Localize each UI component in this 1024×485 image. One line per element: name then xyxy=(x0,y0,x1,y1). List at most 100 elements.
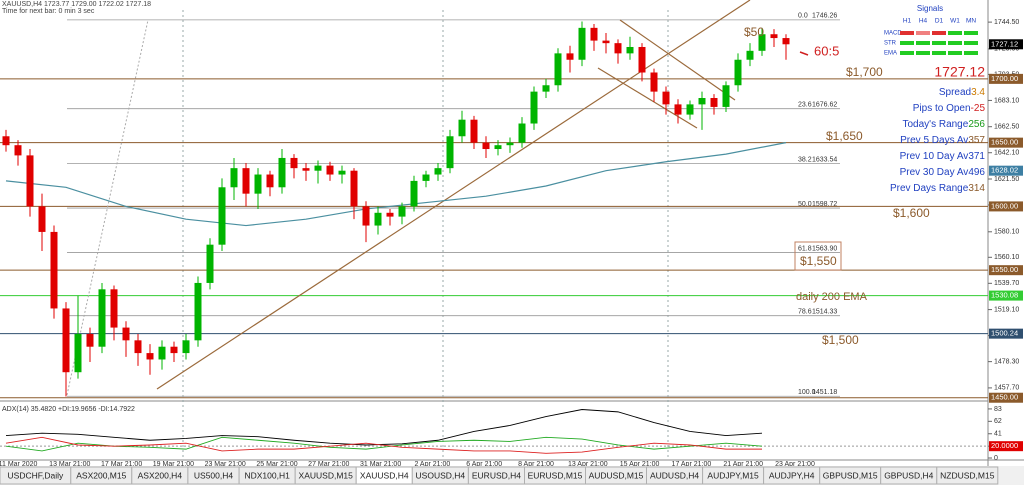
candle-body xyxy=(218,187,226,245)
tab-label[interactable]: USOUSD,H4 xyxy=(416,470,466,480)
tab-label[interactable]: AUDJPY,H4 xyxy=(769,470,815,480)
tab-label[interactable]: GBPUSD,M15 xyxy=(823,470,878,480)
fib-level: 61.8 xyxy=(798,245,812,252)
stat-value: 314 xyxy=(968,183,985,194)
tab-label[interactable]: ASX200,M15 xyxy=(76,470,126,480)
annotation-box xyxy=(794,241,842,271)
annotation-arrow xyxy=(799,51,809,56)
tab-label[interactable]: XAUUSD,M15 xyxy=(299,470,354,480)
tab-label[interactable]: GBPUSD,H4 xyxy=(884,470,933,480)
axis-box xyxy=(989,73,1023,84)
candle-body xyxy=(398,206,406,217)
tab-label[interactable]: NDX100,H1 xyxy=(244,470,290,480)
x-tick-label: 11 Mar 2020 xyxy=(0,461,37,468)
candle-body xyxy=(374,212,382,226)
stat-row: Prev Days Range314 xyxy=(890,183,985,194)
adx-tick-label: 62 xyxy=(994,418,1002,425)
axis-box xyxy=(989,201,1023,212)
candle-body xyxy=(26,155,34,207)
stat-row: Prev 30 Day Av496 xyxy=(900,167,986,178)
tab-label[interactable]: US500,H4 xyxy=(194,470,233,480)
signal-cell xyxy=(964,51,978,55)
candle-body xyxy=(434,168,442,175)
signal-cell xyxy=(964,41,978,45)
adx-tick-label: 0 xyxy=(994,455,998,462)
signal-column: H1 xyxy=(903,18,912,25)
axis-box-label: 1530.08 xyxy=(991,291,1018,300)
candle-body xyxy=(650,72,658,92)
candle-body xyxy=(554,53,562,86)
axis-box-label: 1600.00 xyxy=(991,201,1018,210)
fib-level: 38.2 xyxy=(798,156,812,163)
candle-body xyxy=(590,27,598,41)
stat-value: 357 xyxy=(968,135,985,146)
adx-tick-label: 41 xyxy=(994,431,1002,438)
annotation: $1,650 xyxy=(826,129,863,143)
fib-price: 1563.90 xyxy=(812,245,837,252)
tab-label[interactable]: USDCHF,Daily xyxy=(8,470,64,480)
signal-cell xyxy=(916,41,930,45)
candle-body xyxy=(482,142,490,150)
symbol-line: XAUUSD,H4 1723.77 1729.00 1722.02 1727.1… xyxy=(2,1,151,8)
candle-body xyxy=(194,282,202,341)
adx-line xyxy=(5,409,763,446)
x-tick-label: 13 Apr 21:00 xyxy=(568,461,608,468)
stat-label: Prev 10 Day Av xyxy=(900,151,969,162)
tab-label[interactable]: AUDJPY,M15 xyxy=(707,470,759,480)
candle-body xyxy=(290,157,298,169)
adx-tick-label: 83 xyxy=(994,406,1002,413)
candle-body xyxy=(74,333,82,373)
tab-label[interactable]: XAUUSD,H4 xyxy=(360,470,409,480)
stat-row: Prev 10 Day Av371 xyxy=(900,151,986,162)
candle-body xyxy=(266,174,274,188)
annotation: $1,600 xyxy=(893,206,930,220)
candle-body xyxy=(518,123,526,143)
y-tick-label: 1621.50 xyxy=(994,176,1019,183)
adx-line xyxy=(5,436,762,454)
stat-row: Spread3.4 xyxy=(939,87,986,98)
candle-body xyxy=(734,59,742,86)
stat-value: 371 xyxy=(968,151,985,162)
signal-cell xyxy=(964,31,978,35)
tab[interactable] xyxy=(936,466,999,485)
candle-body xyxy=(506,142,514,146)
candle-body xyxy=(614,43,622,54)
y-tick-label: 1744.50 xyxy=(994,19,1019,26)
candle-body xyxy=(338,170,346,175)
x-tick-label: 15 Apr 21:00 xyxy=(620,461,660,468)
tab-label[interactable]: NZDUSD,M15 xyxy=(940,470,995,480)
tab-label[interactable]: ASX200,H4 xyxy=(138,470,183,480)
candle-body xyxy=(662,91,670,105)
candle-body xyxy=(446,136,454,169)
signal-cell xyxy=(900,51,914,55)
stat-value: 3.4 xyxy=(971,87,985,98)
axis-box-label: 1700.00 xyxy=(991,74,1018,83)
y-tick-label: 1457.70 xyxy=(994,385,1019,392)
signal-cell xyxy=(932,41,946,45)
candle-body xyxy=(146,353,154,360)
axis-box xyxy=(989,290,1023,301)
candle-body xyxy=(98,289,106,347)
tab-label[interactable]: AUDUSD,H4 xyxy=(650,470,699,480)
y-tick-label: 1662.50 xyxy=(994,124,1019,131)
candle-body xyxy=(170,346,178,354)
x-tick-label: 19 Mar 21:00 xyxy=(153,461,194,468)
signal-row-label: MACD xyxy=(884,31,902,37)
signal-cell xyxy=(948,41,962,45)
tab-label[interactable]: AUDUSD,M15 xyxy=(589,470,644,480)
tab-label[interactable]: EURUSD,M15 xyxy=(528,470,583,480)
tab-label[interactable]: EURUSD,H4 xyxy=(472,470,521,480)
y-tick-label: 1560.10 xyxy=(994,254,1019,261)
fib-price: 1633.54 xyxy=(812,156,837,163)
candle-body xyxy=(410,180,418,207)
y-tick-label: 1580.10 xyxy=(994,229,1019,236)
candle-body xyxy=(470,119,478,143)
signal-row-label: STR xyxy=(884,41,897,47)
candle-body xyxy=(362,206,370,226)
signal-column: D1 xyxy=(935,18,944,25)
tabs: USDCHF,Daily ASX200,M15 ASX200,H4 US500,H4 N… xyxy=(0,466,999,485)
candle-body xyxy=(722,85,730,107)
